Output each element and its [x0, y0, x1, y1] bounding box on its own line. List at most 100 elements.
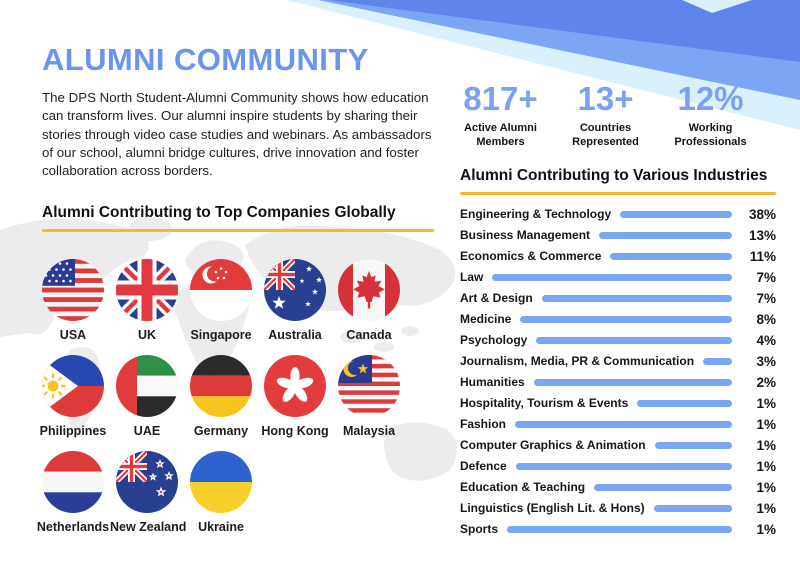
flag-germany-icon	[190, 355, 252, 418]
right-column: 817+ Active Alumni Members 13+ Countries…	[460, 82, 776, 540]
flag-item: Australia	[258, 259, 332, 342]
companies-heading-underline	[42, 229, 434, 233]
industry-value: 38%	[748, 206, 776, 222]
industry-bar	[703, 357, 732, 365]
industry-bar	[492, 273, 732, 281]
stat-label: Countries Represented	[572, 122, 639, 149]
flag-uk-icon	[116, 259, 178, 322]
flag-country-label: UK	[137, 328, 157, 343]
flag-country-label: New Zealand	[110, 520, 187, 535]
flag-country-label: USA	[59, 328, 87, 343]
flag-item: Singapore	[184, 259, 258, 342]
stat-block: 817+ Active Alumni Members	[448, 82, 553, 150]
flag-canada-icon	[338, 259, 400, 322]
industry-bar	[620, 210, 732, 218]
industry-label: Education & Teaching	[460, 480, 586, 495]
industries-section-header: Alumni Contributing to Various Industrie…	[460, 167, 776, 195]
industry-row: Art & Design 7%	[460, 288, 776, 309]
industry-label: Humanities	[460, 375, 525, 390]
industry-label: Journalism, Media, PR & Communication	[460, 354, 695, 369]
flag-item: Ukraine	[184, 451, 258, 534]
industry-bar	[507, 525, 732, 533]
industry-row: Medicine 8%	[460, 309, 776, 330]
industry-row: Linguistics (English Lit. & Hons) 1%	[460, 498, 776, 519]
industry-bar	[515, 462, 732, 470]
industry-row: Psychology 4%	[460, 330, 776, 351]
flag-country-label: Germany	[193, 424, 249, 439]
industry-row: Computer Graphics & Animation 1%	[460, 435, 776, 456]
flag-country-label: UAE	[133, 424, 161, 439]
flags-grid: USA UK Singapore	[36, 259, 434, 534]
industry-row: Engineering & Technology 38%	[460, 204, 776, 225]
companies-heading: Alumni Contributing to Top Companies Glo…	[42, 204, 396, 222]
industry-value: 1%	[756, 500, 776, 516]
stat-value: 13+	[577, 80, 634, 117]
industry-label: Linguistics (English Lit. & Hons)	[460, 501, 645, 516]
flag-netherlands-icon	[42, 451, 104, 514]
flag-item: Canada	[332, 259, 406, 342]
flag-item: Germany	[184, 355, 258, 438]
industry-row: Defence 1%	[460, 456, 776, 477]
industry-value: 7%	[756, 290, 776, 306]
industry-value: 1%	[756, 521, 776, 537]
industry-row: Sports 1%	[460, 519, 776, 540]
stat-label: Active Alumni Members	[464, 122, 537, 149]
industry-label: Psychology	[460, 333, 528, 348]
industry-label: Business Management	[460, 228, 591, 243]
flag-country-label: Hong Kong	[261, 424, 329, 439]
industry-label: Sports	[460, 522, 499, 537]
industry-value: 7%	[756, 269, 776, 285]
industry-row: Law 7%	[460, 267, 776, 288]
flag-item: USA	[36, 259, 110, 342]
industry-label: Economics & Commerce	[460, 249, 602, 264]
stat-block: 13+ Countries Represented	[553, 82, 658, 150]
flag-country-label: Singapore	[190, 328, 252, 343]
flag-malaysia-icon	[338, 355, 400, 418]
flag-item: Netherlands	[36, 451, 110, 534]
flag-country-label: Netherlands	[36, 520, 110, 535]
flag-newzealand-icon	[116, 451, 178, 514]
industry-value: 1%	[756, 395, 776, 411]
industry-bar	[610, 252, 732, 260]
industry-value: 3%	[756, 353, 776, 369]
flag-uae-icon	[116, 355, 178, 418]
industry-label: Computer Graphics & Animation	[460, 438, 646, 453]
flag-country-label: Malaysia	[342, 424, 396, 439]
industry-label: Defence	[460, 459, 507, 474]
industry-value: 1%	[756, 416, 776, 432]
industry-bar	[536, 336, 732, 344]
industry-bar	[541, 294, 732, 302]
flag-item: UK	[110, 259, 184, 342]
industry-value: 8%	[756, 311, 776, 327]
industry-bar	[515, 420, 732, 428]
industry-label: Engineering & Technology	[460, 207, 612, 222]
industry-value: 13%	[748, 227, 776, 243]
industry-row: Education & Teaching 1%	[460, 477, 776, 498]
industry-value: 11%	[749, 248, 776, 264]
industry-label: Fashion	[460, 417, 507, 432]
page-title: ALUMNI COMMUNITY	[42, 42, 369, 77]
industry-row: Business Management 13%	[460, 225, 776, 246]
intro-paragraph: The DPS North Student-Alumni Community s…	[42, 90, 432, 179]
flag-usa-icon	[42, 259, 104, 322]
industry-value: 2%	[756, 374, 776, 390]
industry-bar	[533, 378, 732, 386]
industry-bar	[637, 399, 732, 407]
industry-label: Law	[460, 270, 484, 285]
industry-bar	[594, 483, 732, 491]
industry-row: Journalism, Media, PR & Communication 3%	[460, 351, 776, 372]
stat-value: 12%	[677, 80, 744, 117]
flag-singapore-icon	[190, 259, 252, 322]
industries-bar-list: Engineering & Technology 38% Business Ma…	[460, 204, 776, 540]
industry-row: Economics & Commerce 11%	[460, 246, 776, 267]
flag-item: Hong Kong	[258, 355, 332, 438]
flag-country-label: Philippines	[39, 424, 107, 439]
industry-row: Fashion 1%	[460, 414, 776, 435]
flag-country-label: Australia	[268, 328, 322, 343]
industry-bar	[654, 441, 732, 449]
flag-ukraine-icon	[190, 451, 252, 514]
companies-section-header: Alumni Contributing to Top Companies Glo…	[42, 204, 434, 233]
industry-label: Medicine	[460, 312, 512, 327]
flag-item: Philippines	[36, 355, 110, 438]
flag-australia-icon	[264, 259, 326, 322]
